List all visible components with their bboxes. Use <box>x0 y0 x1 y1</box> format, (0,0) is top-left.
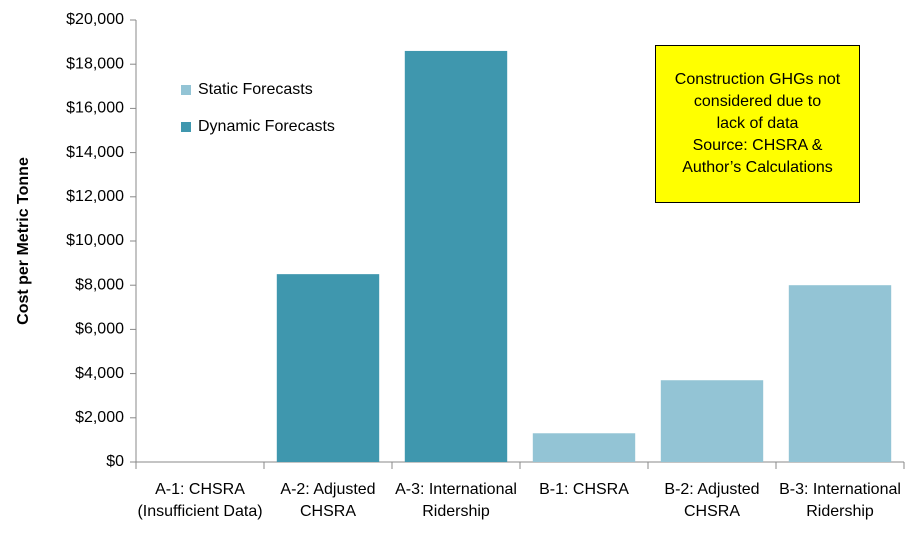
y-tick-label: $2,000 <box>75 409 124 426</box>
annotation-line: considered due to <box>693 93 822 110</box>
x-tick-label: B-2: Adjusted CHSRA <box>664 481 760 520</box>
legend-swatch <box>181 122 191 132</box>
y-tick-label: $18,000 <box>66 55 124 72</box>
y-axis-label: Cost per Metric Tonne <box>15 157 32 325</box>
y-tick-label: $20,000 <box>66 11 124 28</box>
bar <box>404 50 508 462</box>
y-tick-label: $12,000 <box>66 188 124 205</box>
y-tick-label: $8,000 <box>75 276 124 293</box>
legend-label: Dynamic Forecasts <box>198 118 335 135</box>
annotation: Construction GHGs not considered due to la… <box>655 45 860 203</box>
x-tick-label: A-2: Adjusted CHSRA <box>280 481 376 520</box>
y-tick-label: $4,000 <box>75 365 124 382</box>
legend-label: Static Forecasts <box>198 81 313 98</box>
bar <box>276 274 380 462</box>
x-tick-label: B-1: CHSRA <box>539 481 629 498</box>
legend-swatch <box>181 85 191 95</box>
x-tick-label: B-3: International Ridership <box>779 481 901 520</box>
x-tick-label: A-3: International Ridership <box>395 481 517 520</box>
bar <box>788 285 892 462</box>
y-tick-label: $0 <box>106 453 124 470</box>
y-tick-label: $10,000 <box>66 232 124 249</box>
annotation-line: lack of data <box>716 115 799 132</box>
y-tick-label: $14,000 <box>66 144 124 161</box>
annotation-line: Construction GHGs not <box>674 71 841 88</box>
bar <box>532 433 636 462</box>
annotation-line: Source: CHSRA & <box>692 137 823 154</box>
x-tick-label: A-1: CHSRA (Insufficient Data) <box>137 481 263 520</box>
y-tick-label: $6,000 <box>75 321 124 338</box>
annotation-line: Author’s Calculations <box>682 159 833 176</box>
y-tick-label: $16,000 <box>66 100 124 117</box>
bar <box>660 380 764 462</box>
